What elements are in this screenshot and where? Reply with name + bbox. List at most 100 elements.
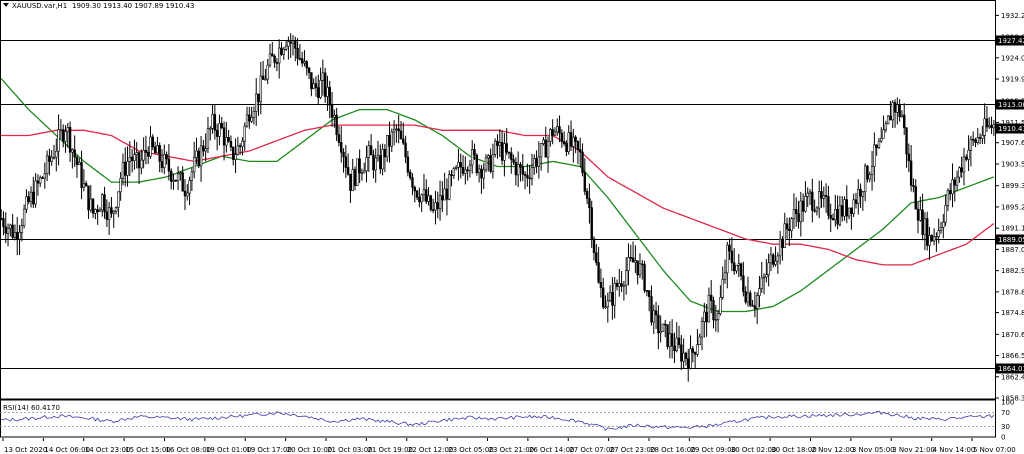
candle-body bbox=[988, 125, 991, 128]
candle-body bbox=[11, 224, 14, 238]
candle-body bbox=[342, 151, 345, 158]
candle-body bbox=[608, 292, 612, 302]
candle-body bbox=[255, 93, 258, 112]
candle-body bbox=[804, 196, 807, 212]
candle-body bbox=[45, 155, 49, 175]
candle-body bbox=[20, 225, 24, 233]
candle-body bbox=[360, 172, 364, 175]
candle-body bbox=[845, 199, 848, 217]
candle-body bbox=[420, 194, 423, 203]
candle-body bbox=[546, 141, 550, 158]
candle-body bbox=[461, 166, 465, 174]
candle-body bbox=[592, 238, 596, 253]
candle-body bbox=[652, 310, 655, 323]
candle-body bbox=[356, 158, 359, 186]
candle-body bbox=[684, 352, 688, 359]
candle-body bbox=[0, 218, 3, 220]
candle-body bbox=[328, 86, 331, 106]
candle-body bbox=[967, 149, 970, 160]
y-tick-label: 1891.10 bbox=[1001, 225, 1024, 233]
y-tick-label: 1932.20 bbox=[1001, 12, 1024, 20]
candle-body bbox=[778, 238, 782, 257]
x-tick-label: 2 Nov 12:00 bbox=[812, 446, 855, 454]
candle-body bbox=[698, 336, 701, 345]
x-tick-label: 27 Oct 23:00 bbox=[610, 446, 656, 454]
candle-body bbox=[732, 262, 736, 272]
candle-body bbox=[682, 352, 685, 362]
candle-body bbox=[516, 163, 520, 176]
x-tick-label: 15 Oct 15:00 bbox=[125, 446, 171, 454]
candle-body bbox=[367, 145, 371, 158]
candle-body bbox=[473, 149, 476, 156]
candle-body bbox=[696, 344, 699, 355]
candle-body bbox=[494, 140, 497, 155]
rsi-line bbox=[1, 410, 995, 432]
candle-body bbox=[142, 150, 145, 161]
candle-body bbox=[928, 235, 931, 246]
price-tag bbox=[996, 363, 1024, 374]
candle-body bbox=[581, 151, 584, 173]
candle-body bbox=[468, 164, 472, 171]
candle-body bbox=[454, 167, 458, 169]
candle-body bbox=[880, 137, 883, 142]
candle-body bbox=[689, 348, 692, 369]
candle-body bbox=[645, 290, 649, 292]
candle-body bbox=[675, 337, 678, 352]
candle-body bbox=[714, 319, 718, 321]
candle-body bbox=[140, 159, 143, 169]
candle-body bbox=[84, 183, 88, 187]
candle-body bbox=[615, 282, 619, 287]
candle-body bbox=[448, 174, 451, 200]
candle-body bbox=[381, 148, 384, 170]
candle-body bbox=[744, 291, 747, 303]
candle-body bbox=[650, 296, 653, 323]
candle-body bbox=[627, 257, 630, 271]
x-tick-label: 21 Oct 03:00 bbox=[327, 446, 373, 454]
candle-body bbox=[353, 169, 357, 186]
candle-body bbox=[477, 168, 481, 174]
candle-body bbox=[266, 64, 269, 80]
candle-body bbox=[78, 162, 81, 165]
candle-body bbox=[25, 196, 28, 210]
candle-body bbox=[413, 186, 416, 192]
candle-body bbox=[742, 275, 745, 293]
candle-body bbox=[526, 175, 529, 179]
candle-body bbox=[383, 148, 387, 158]
candle-body bbox=[824, 195, 828, 197]
x-tick-label: 22 Oct 12:00 bbox=[408, 446, 454, 454]
candle-body bbox=[300, 58, 304, 64]
candle-body bbox=[277, 47, 281, 64]
candle-body bbox=[891, 102, 894, 121]
candle-body bbox=[64, 131, 67, 142]
collapse-triangle-icon[interactable] bbox=[3, 3, 9, 7]
candle-body bbox=[710, 294, 713, 301]
x-tick-label: 29 Oct 09:00 bbox=[690, 446, 736, 454]
candle-body bbox=[317, 87, 320, 98]
candle-body bbox=[903, 114, 906, 128]
candle-body bbox=[349, 173, 352, 191]
candle-body bbox=[604, 306, 607, 309]
candle-body bbox=[813, 209, 816, 212]
candle-body bbox=[303, 61, 306, 64]
candle-body bbox=[215, 129, 219, 137]
rsi-tick-label: 0 bbox=[1001, 434, 1005, 442]
x-tick-label: 28 Oct 16:00 bbox=[650, 446, 696, 454]
candle-body bbox=[385, 135, 389, 158]
candle-body bbox=[850, 207, 853, 214]
candle-body bbox=[884, 123, 888, 131]
candle-body bbox=[958, 167, 961, 178]
candle-body bbox=[411, 177, 414, 188]
candle-body bbox=[110, 207, 113, 214]
y-tick-label: 1866.50 bbox=[1001, 352, 1024, 360]
candle-body bbox=[29, 191, 33, 202]
candle-body bbox=[436, 202, 439, 210]
candle-body bbox=[39, 177, 42, 184]
candle-body bbox=[137, 152, 141, 169]
candle-body bbox=[556, 126, 559, 133]
x-tick-label: 5 Nov 07:00 bbox=[973, 446, 1016, 454]
candle-body bbox=[323, 72, 327, 97]
candle-body bbox=[496, 140, 499, 146]
candle-body bbox=[912, 185, 915, 187]
